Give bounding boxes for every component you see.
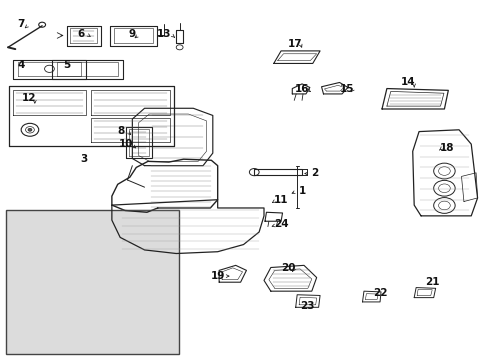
- Text: 22: 22: [372, 288, 386, 298]
- Circle shape: [28, 129, 32, 131]
- Text: 4: 4: [18, 60, 25, 70]
- Text: 13: 13: [157, 29, 171, 39]
- Text: 9: 9: [128, 29, 136, 39]
- Text: 21: 21: [425, 277, 439, 287]
- Text: 10: 10: [119, 139, 134, 149]
- Text: 5: 5: [63, 60, 70, 70]
- Text: 16: 16: [294, 84, 308, 94]
- Text: 7: 7: [18, 19, 25, 29]
- Text: 19: 19: [210, 271, 225, 281]
- Text: 23: 23: [299, 301, 313, 311]
- Text: 11: 11: [273, 195, 288, 205]
- Text: 6: 6: [78, 29, 84, 39]
- Text: 14: 14: [400, 77, 415, 87]
- Text: 20: 20: [281, 263, 295, 273]
- Text: 8: 8: [117, 126, 124, 135]
- Text: 24: 24: [274, 220, 288, 229]
- Text: 1: 1: [298, 186, 305, 196]
- Text: 12: 12: [21, 93, 36, 103]
- Text: 2: 2: [310, 168, 318, 178]
- Text: 18: 18: [439, 143, 454, 153]
- Bar: [5, 211, 178, 354]
- Text: 3: 3: [80, 154, 87, 164]
- Text: 17: 17: [287, 40, 302, 49]
- Text: 15: 15: [339, 84, 353, 94]
